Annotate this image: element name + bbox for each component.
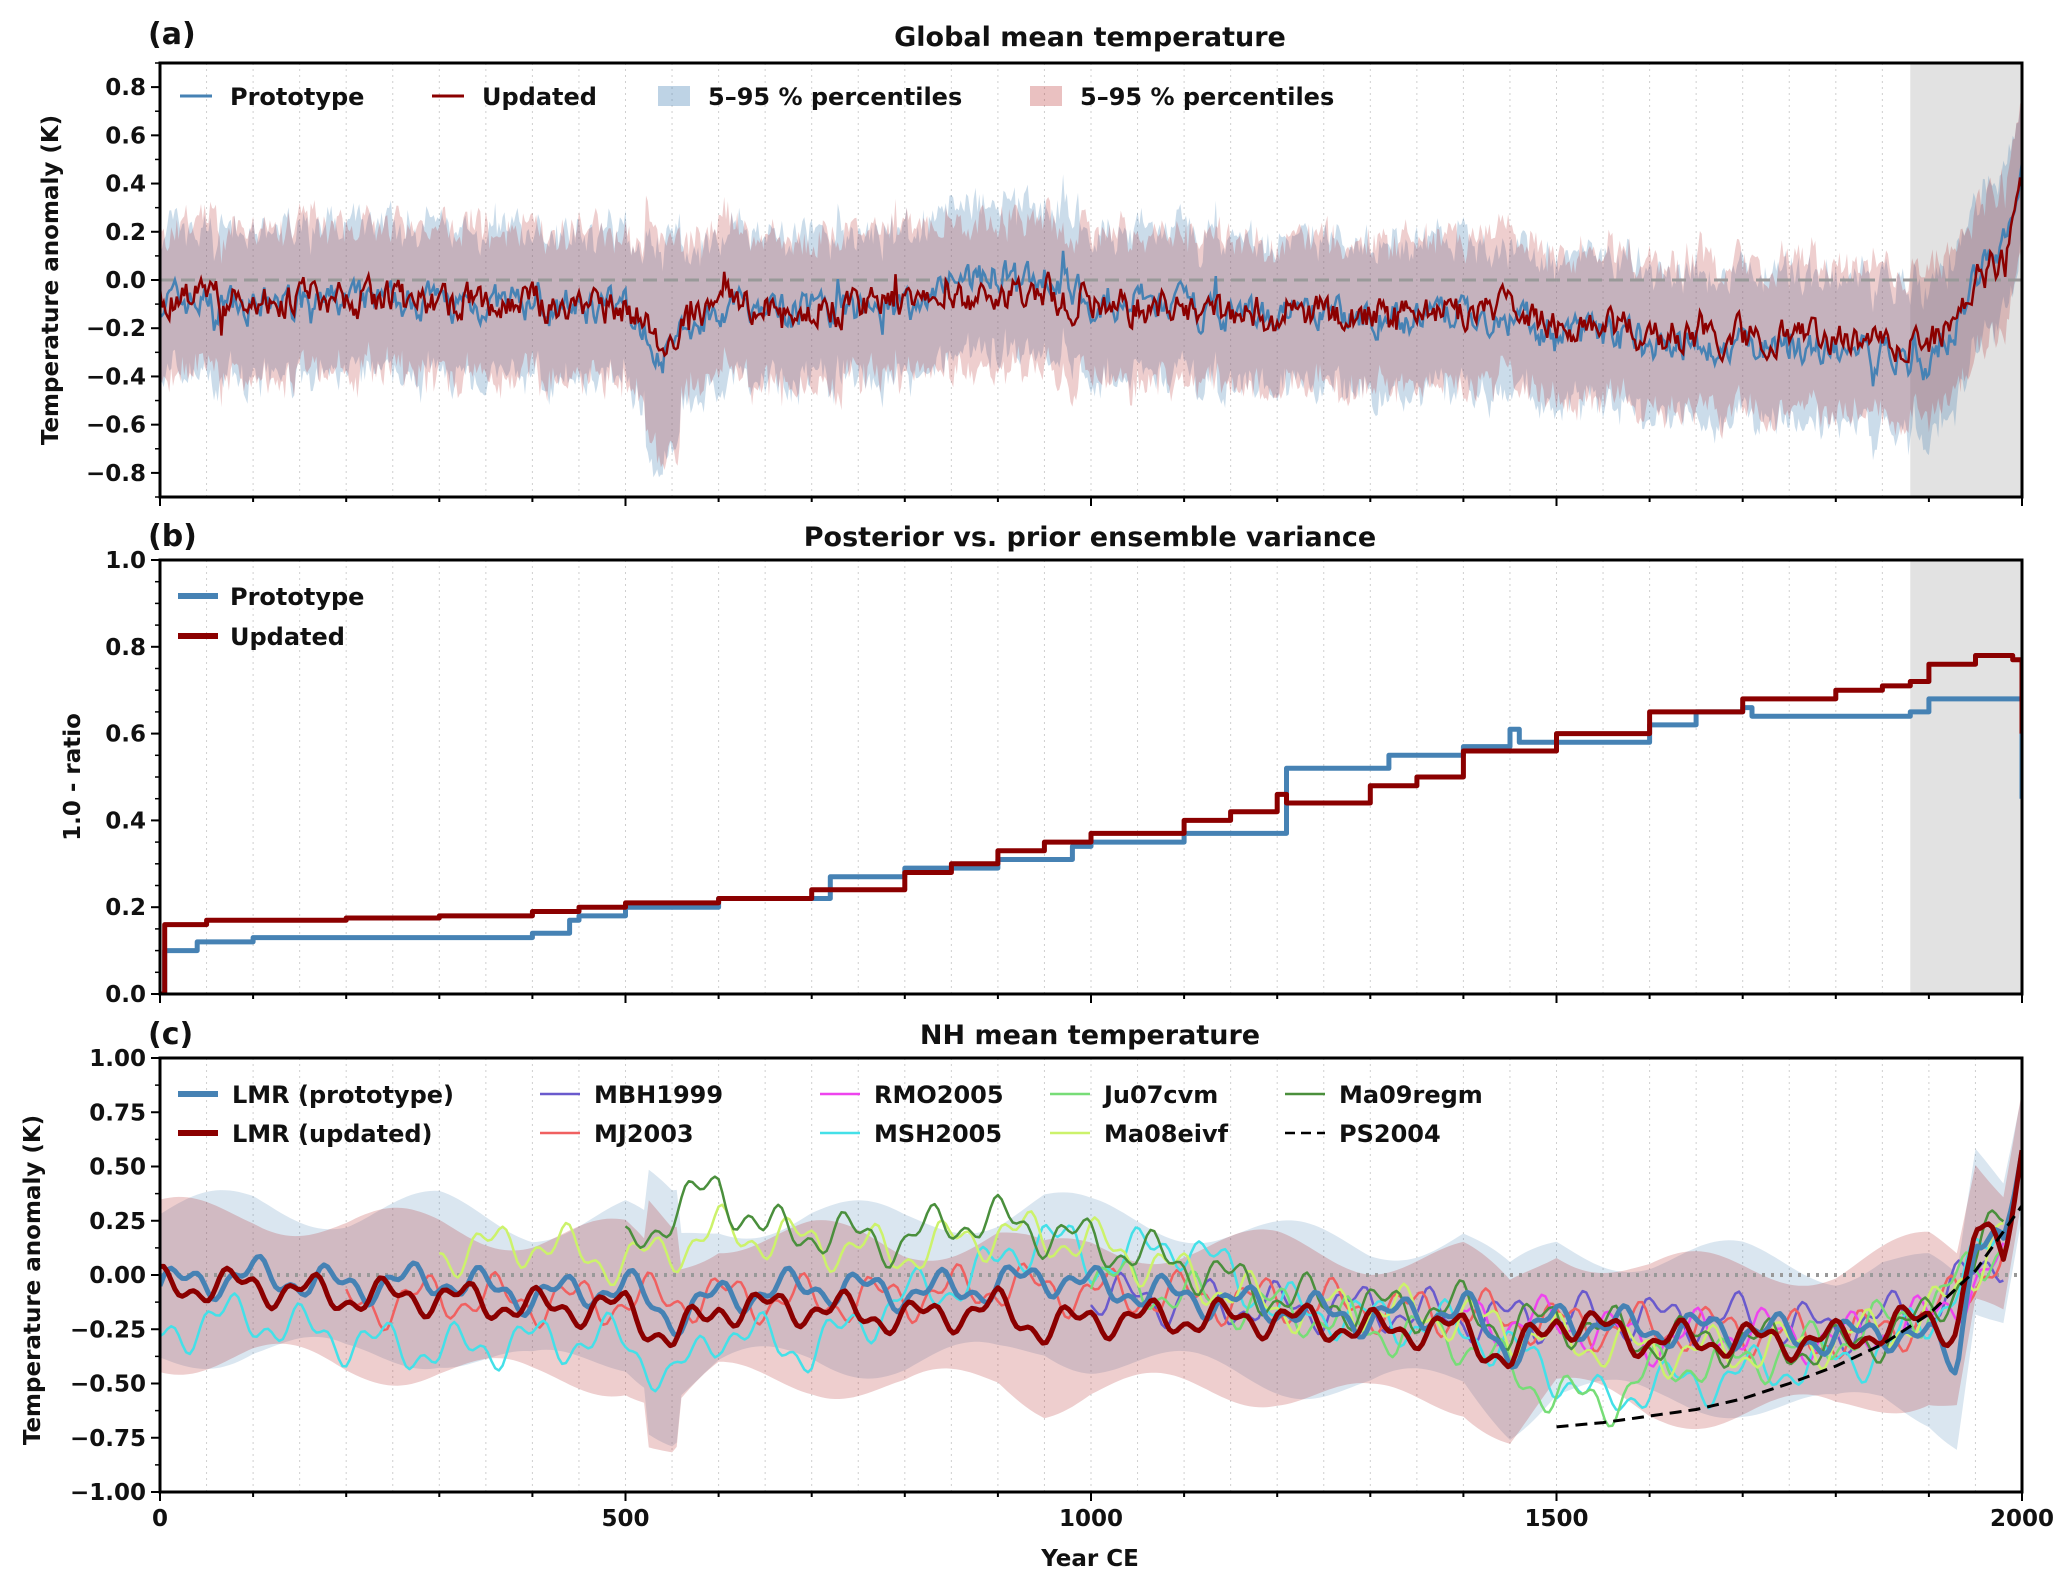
legend-mbh1999-label: MBH1999 xyxy=(594,1081,723,1109)
panel-c-ylabel: Temperature anomaly (K) xyxy=(20,1115,46,1445)
y-tick-label: 0.75 xyxy=(89,1100,146,1126)
y-tick-label: 0.00 xyxy=(89,1263,146,1289)
panel-a-plot-area xyxy=(160,63,2022,497)
legend-updated-band-label: 5–95 % percentiles xyxy=(1080,83,1334,111)
y-tick-label: 0.0 xyxy=(105,982,146,1008)
y-tick-label: 1.00 xyxy=(89,1046,146,1072)
series-lmr-updated xyxy=(160,1149,2022,1370)
legend-b-updated-label: Updated xyxy=(230,623,345,651)
legend-mj2003-label: MJ2003 xyxy=(594,1120,694,1148)
y-tick-label: −1.00 xyxy=(70,1480,146,1506)
y-tick-label: 0.6 xyxy=(105,722,146,748)
series-prototype xyxy=(160,162,2022,387)
legend-ma09regm-label: Ma09regm xyxy=(1339,1081,1483,1109)
series-ma09regm xyxy=(624,1175,2005,1369)
legend-lmr-prototype-label: LMR (prototype) xyxy=(232,1081,454,1109)
series-ma08eivf xyxy=(439,1203,2004,1380)
panel-c-xlabel: Year CE xyxy=(1040,1546,1139,1572)
band-updated xyxy=(160,103,2022,470)
series-updated xyxy=(160,653,2022,994)
legend-rmo2005-label: RMO2005 xyxy=(874,1081,1004,1109)
x-tick-label: 2000 xyxy=(1990,1506,2054,1532)
y-tick-label: −0.6 xyxy=(86,413,146,439)
legend-updated-label: Updated xyxy=(482,83,597,111)
y-tick-label: 0.4 xyxy=(105,172,146,198)
panel-a-ylabel: Temperature anomaly (K) xyxy=(38,115,64,445)
series-lmr-prototype xyxy=(160,1151,2022,1376)
legend-prototype-band-label: 5–95 % percentiles xyxy=(708,83,962,111)
series-ju07cvm xyxy=(1089,1248,2004,1428)
y-tick-label: −0.4 xyxy=(86,364,146,390)
y-tick-label: 1.0 xyxy=(105,548,146,574)
y-tick-label: −0.2 xyxy=(86,316,146,342)
band-prototype xyxy=(160,92,2022,478)
panel-b-title: Posterior vs. prior ensemble variance xyxy=(804,522,1376,553)
y-tick-label: 0.8 xyxy=(105,75,146,101)
x-tick-label: 500 xyxy=(601,1506,649,1532)
series-mj2003 xyxy=(345,1251,2005,1360)
series-prototype xyxy=(160,696,2022,994)
panel-b-legend: Prototype Updated xyxy=(178,583,364,651)
x-tick-label: 1500 xyxy=(1524,1506,1588,1532)
y-tick-label: −0.8 xyxy=(86,461,146,487)
legend-ps2004-label: PS2004 xyxy=(1339,1120,1441,1148)
legend-ma08eivf-label: Ma08eivf xyxy=(1104,1120,1229,1148)
series-ps2004 xyxy=(1556,1204,2022,1429)
panel-a-label: (a) xyxy=(148,17,196,52)
legend-ju07cvm-label: Ju07cvm xyxy=(1102,1081,1218,1109)
y-tick-label: 0.2 xyxy=(105,220,146,246)
y-tick-label: −0.75 xyxy=(70,1426,146,1452)
legend-lmr-updated-label: LMR (updated) xyxy=(232,1120,433,1148)
panel-c-title: NH mean temperature xyxy=(920,1020,1260,1051)
panel-a-legend: Prototype Updated 5–95 % percentiles 5–9… xyxy=(180,83,1334,111)
legend-updated-band-swatch xyxy=(1030,86,1062,106)
panel-b-label: (b) xyxy=(148,519,197,554)
x-tick-label: 0 xyxy=(152,1506,168,1532)
panel-b-plot-area xyxy=(160,560,2022,994)
series-msh2005 xyxy=(160,1223,2005,1411)
y-tick-label: 0.8 xyxy=(105,635,146,661)
x-tick-label: 1000 xyxy=(1059,1506,1123,1532)
series-updated xyxy=(160,177,2022,364)
legend-prototype-band-swatch xyxy=(658,86,690,106)
panel-a: (a) Global mean temperature 0.8 0.6 0.4 0.2… xyxy=(38,17,2024,506)
panel-b: (b) Posterior vs. prior ensemble varianc… xyxy=(60,519,2024,1008)
y-tick-label: −0.50 xyxy=(70,1372,146,1398)
panel-c-plot-area xyxy=(160,1058,2022,1492)
y-tick-label: 0.2 xyxy=(105,895,146,921)
instrumental-period-shading xyxy=(1910,560,2022,994)
panel-c-legend: LMR (prototype) LMR (updated) MBH1999 MJ200… xyxy=(178,1081,1483,1148)
panel-b-ylabel: 1.0 - ratio xyxy=(60,713,86,841)
y-tick-label: 0.4 xyxy=(105,808,146,834)
panel-c-label: (c) xyxy=(148,1017,193,1052)
y-tick-label: 0.25 xyxy=(89,1209,146,1235)
y-tick-label: 0.6 xyxy=(105,123,146,149)
panel-a-title: Global mean temperature xyxy=(894,22,1286,53)
legend-b-prototype-label: Prototype xyxy=(230,583,364,611)
legend-prototype-label: Prototype xyxy=(230,83,364,111)
y-tick-label: 0.0 xyxy=(105,268,146,294)
y-tick-label: 0.50 xyxy=(89,1155,146,1181)
legend-msh2005-label: MSH2005 xyxy=(874,1120,1002,1148)
panel-c: (c) NH mean temperature 1.00 0.75 0.50 0.25… xyxy=(20,1017,2054,1572)
y-tick-label: −0.25 xyxy=(70,1317,146,1343)
